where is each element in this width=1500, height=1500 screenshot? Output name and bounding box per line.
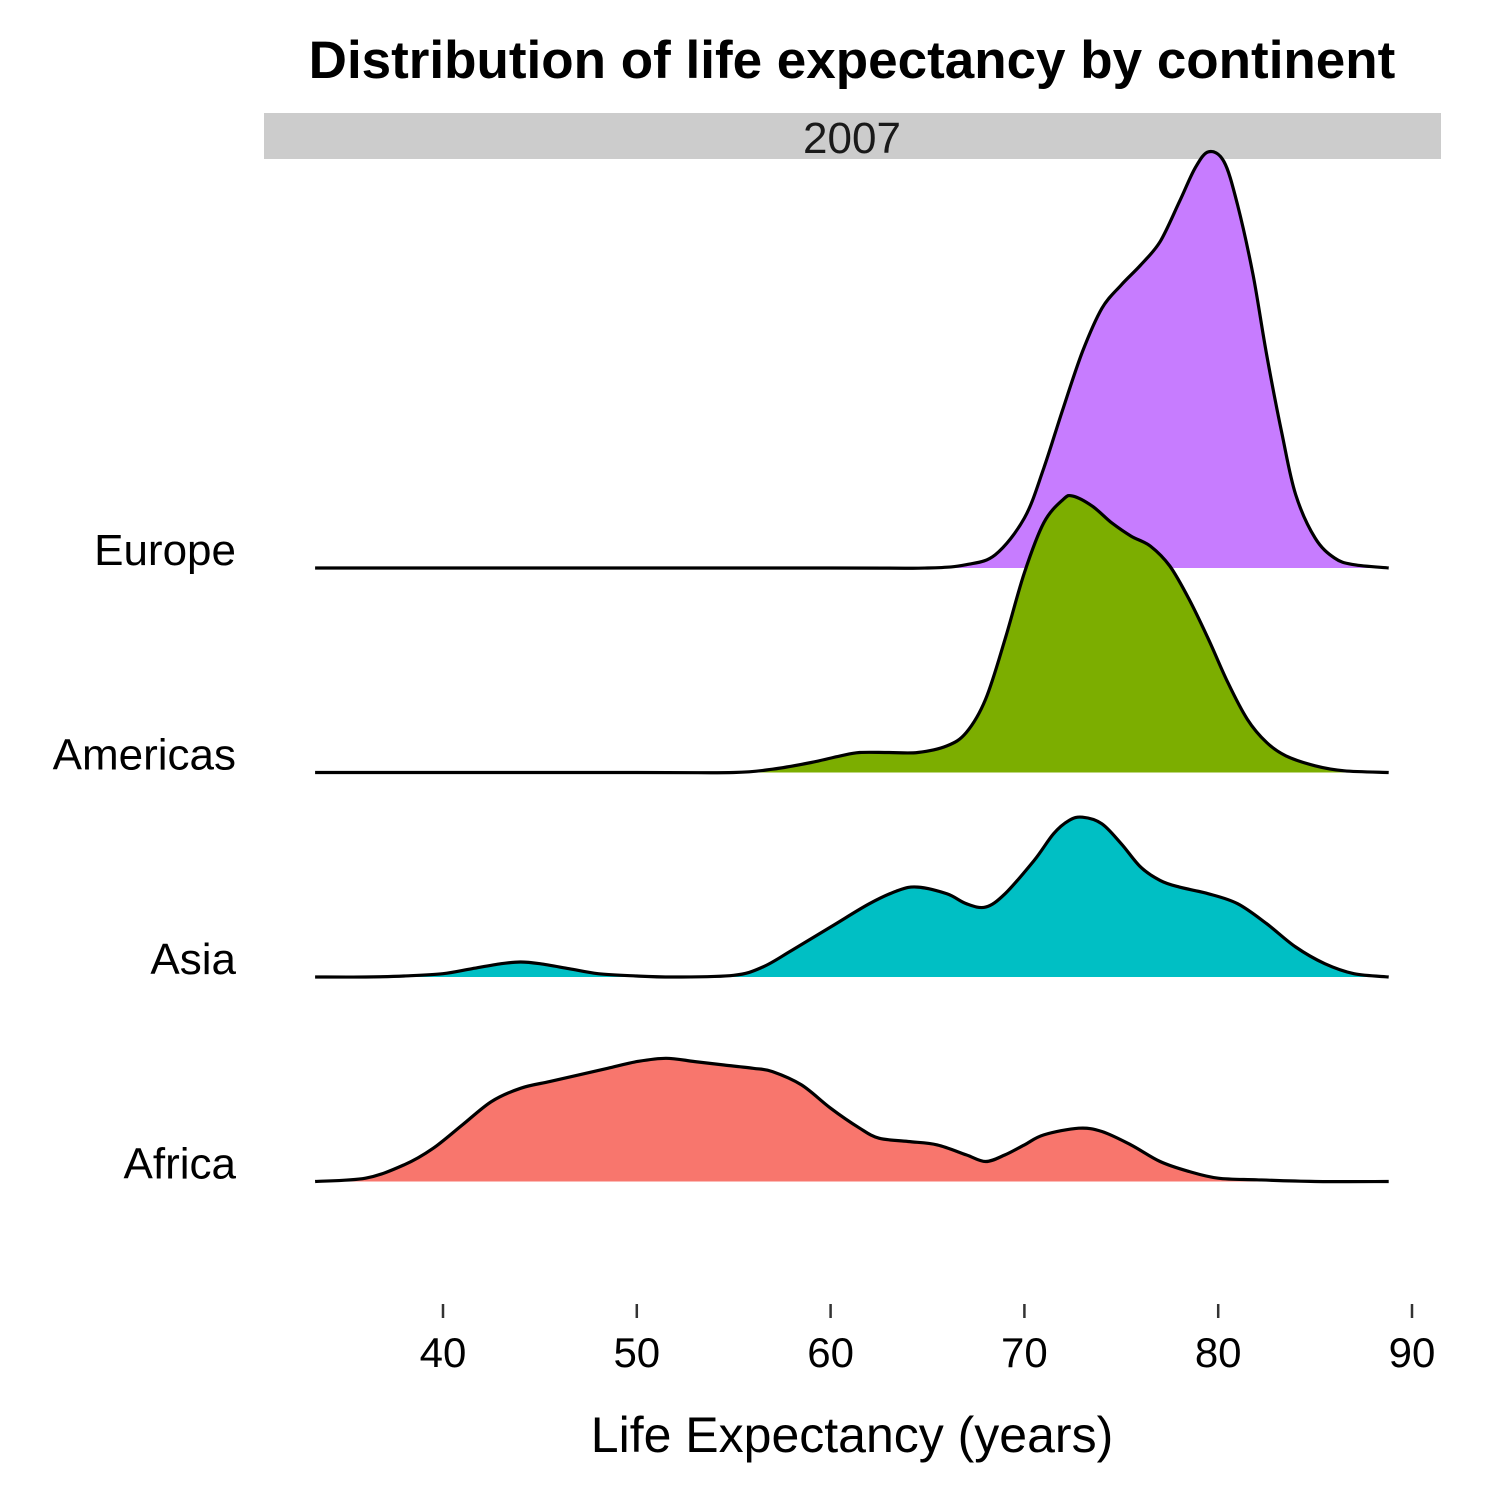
category-label-americas: Americas — [53, 731, 236, 780]
ridges — [314, 149, 1389, 1184]
ridge-americas — [315, 495, 1389, 773]
x-tick-label-70: 70 — [1001, 1329, 1048, 1376]
ridge-outline-africa — [314, 1056, 1389, 1184]
ridge-africa — [315, 1058, 1389, 1182]
x-tick-label-50: 50 — [613, 1329, 660, 1376]
ridge-outline-asia — [315, 815, 1389, 979]
x-tick-label-40: 40 — [420, 1329, 467, 1376]
x-tick-label-60: 60 — [807, 1329, 854, 1376]
facet-label: 2007 — [803, 114, 901, 163]
chart-title: Distribution of life expectancy by conti… — [309, 31, 1396, 90]
category-labels: Europe Americas Asia Africa — [53, 526, 237, 1189]
x-tick-label-80: 80 — [1195, 1329, 1242, 1376]
category-label-asia: Asia — [150, 935, 236, 984]
ridge-europe — [315, 151, 1389, 569]
ridge-asia — [315, 817, 1389, 978]
x-axis-title: Life Expectancy (years) — [591, 1407, 1113, 1463]
ridge-outline-europe — [315, 149, 1389, 570]
category-label-africa: Africa — [124, 1140, 237, 1189]
x-axis: 40 50 60 70 80 90 — [420, 1304, 1436, 1376]
facet-strip — [264, 113, 1441, 159]
category-label-europe: Europe — [94, 526, 236, 575]
x-tick-label-90: 90 — [1389, 1329, 1436, 1376]
ridge-outline-americas — [315, 493, 1389, 775]
